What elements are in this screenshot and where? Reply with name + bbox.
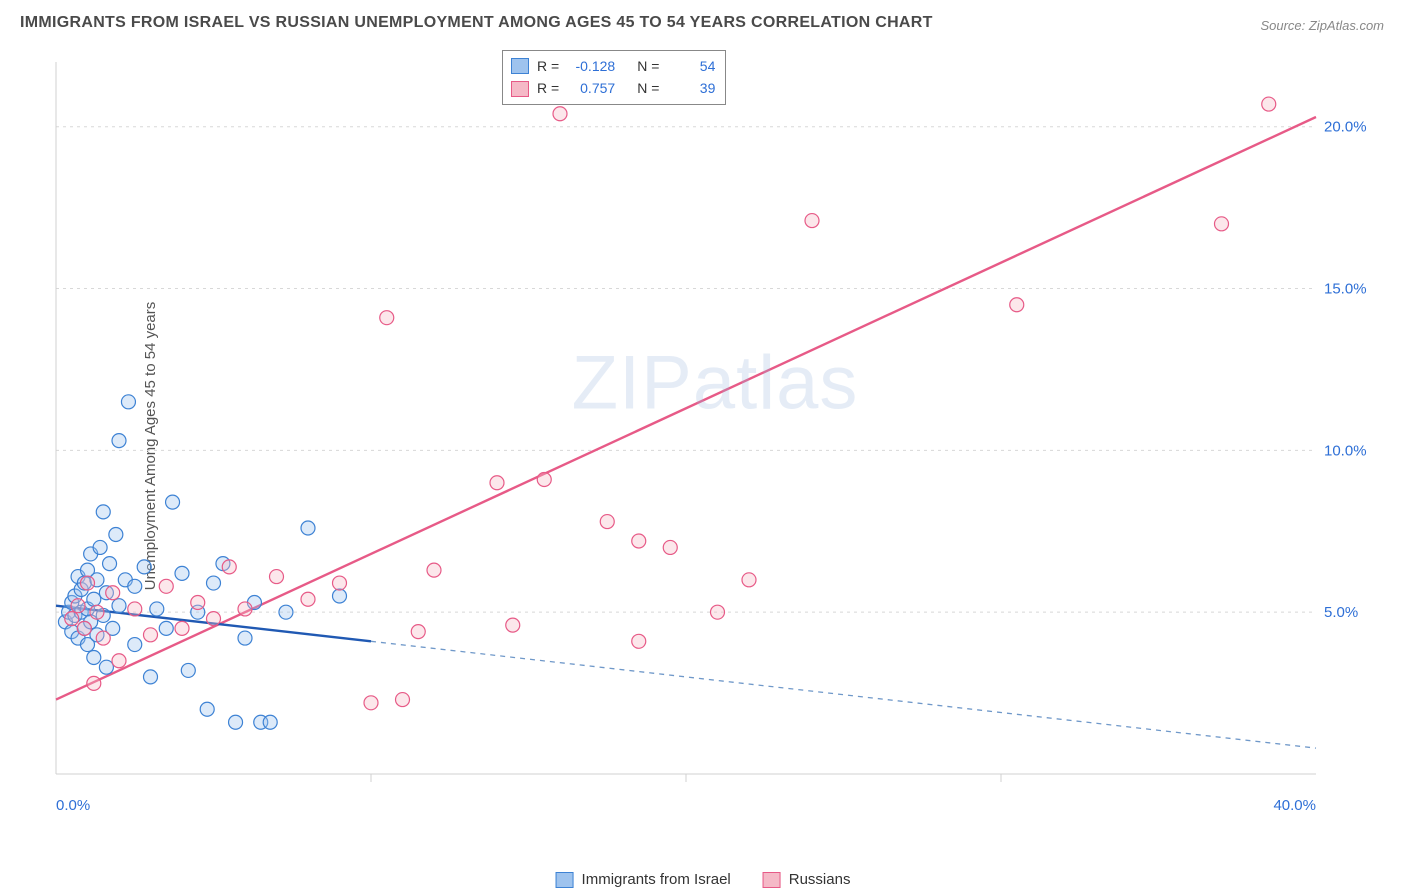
y-tick-label: 5.0% [1324,604,1358,621]
israel-data-point [175,566,189,580]
russians-data-point [90,605,104,619]
russians-data-point [1215,217,1229,231]
israel-data-point [166,495,180,509]
israel-data-point [128,579,142,593]
legend-swatch [556,872,574,888]
x-tick-label: 40.0% [1273,797,1316,814]
russians-data-point [411,625,425,639]
russians-data-point [506,618,520,632]
russians-data-point [380,311,394,325]
russians-data-point [77,621,91,635]
israel-data-point [279,605,293,619]
x-tick-label: 0.0% [56,797,90,814]
israel-data-point [144,670,158,684]
russians-data-point [396,693,410,707]
legend-r-value: 0.757 [567,77,615,99]
russians-data-point [106,586,120,600]
israel-data-point [103,557,117,571]
russians-data-point [96,631,110,645]
stats-legend: R = -0.128 N = 54 R = 0.757 N = 39 [502,50,726,105]
russians-data-point [632,534,646,548]
russians-data-point [632,634,646,648]
israel-data-point [112,599,126,613]
russians-data-point [553,107,567,121]
russians-data-point [333,576,347,590]
israel-data-point [333,589,347,603]
page-title: IMMIGRANTS FROM ISRAEL VS RUSSIAN UNEMPL… [20,14,933,32]
series-legend-item: Russians [763,871,851,888]
russians-data-point [1262,97,1276,111]
russians-data-point [144,628,158,642]
legend-n-label: N = [637,55,659,77]
russians-data-point [81,576,95,590]
russians-data-point [427,563,441,577]
legend-n-label: N = [637,77,659,99]
stats-legend-row: R = 0.757 N = 39 [511,77,715,99]
russians-data-point [128,602,142,616]
legend-r-value: -0.128 [567,55,615,77]
legend-swatch [511,58,529,74]
russians-data-point [191,595,205,609]
series-legend: Immigrants from Israel Russians [556,871,851,888]
russians-data-point [364,696,378,710]
source-attribution: Source: ZipAtlas.com [1260,18,1384,33]
russians-data-point [270,570,284,584]
legend-r-label: R = [537,55,559,77]
russians-data-point [805,214,819,228]
israel-data-point [150,602,164,616]
russians-data-point [301,592,315,606]
israel-data-point [238,631,252,645]
russians-data-point [87,676,101,690]
series-legend-label: Immigrants from Israel [582,871,731,888]
russians-data-point [537,472,551,486]
y-tick-label: 10.0% [1324,442,1367,459]
israel-data-point [99,660,113,674]
israel-data-point [96,505,110,519]
series-legend-label: Russians [789,871,851,888]
israel-data-point [112,434,126,448]
russians-data-point [112,654,126,668]
russians-data-point [238,602,252,616]
russians-data-point [65,612,79,626]
israel-data-point [263,715,277,729]
israel-data-point [109,528,123,542]
israel-data-point [87,592,101,606]
russians-data-point [207,612,221,626]
russians-data-point [1010,298,1024,312]
israel-data-point [137,560,151,574]
israel-data-point [159,621,173,635]
russians-data-point [159,579,173,593]
russians-data-point [71,599,85,613]
russians-data-point [600,515,614,529]
chart-plot-area: 5.0%10.0%15.0%20.0%0.0%40.0% ZIPatlas [50,48,1380,828]
stats-legend-row: R = -0.128 N = 54 [511,55,715,77]
israel-data-point [87,650,101,664]
russians-data-point [663,540,677,554]
legend-swatch [511,81,529,97]
legend-n-value: 54 [667,55,715,77]
russians-data-point [742,573,756,587]
y-tick-label: 15.0% [1324,281,1367,298]
y-tick-label: 20.0% [1324,119,1367,136]
russians-data-point [175,621,189,635]
israel-data-point [93,540,107,554]
israel-data-point [301,521,315,535]
israel-data-point [181,663,195,677]
israel-data-point [229,715,243,729]
israel-data-point [207,576,221,590]
israel-trend-extrapolation [371,641,1316,748]
israel-data-point [128,638,142,652]
russians-data-point [711,605,725,619]
russians-data-point [490,476,504,490]
legend-r-label: R = [537,77,559,99]
scatter-plot-svg: 5.0% 10.0% 15.0% 20.0% 0.0% 40.0% [50,48,1380,828]
legend-swatch [763,872,781,888]
israel-data-point [121,395,135,409]
russians-data-point [222,560,236,574]
legend-n-value: 39 [667,77,715,99]
israel-data-point [200,702,214,716]
series-legend-item: Immigrants from Israel [556,871,731,888]
